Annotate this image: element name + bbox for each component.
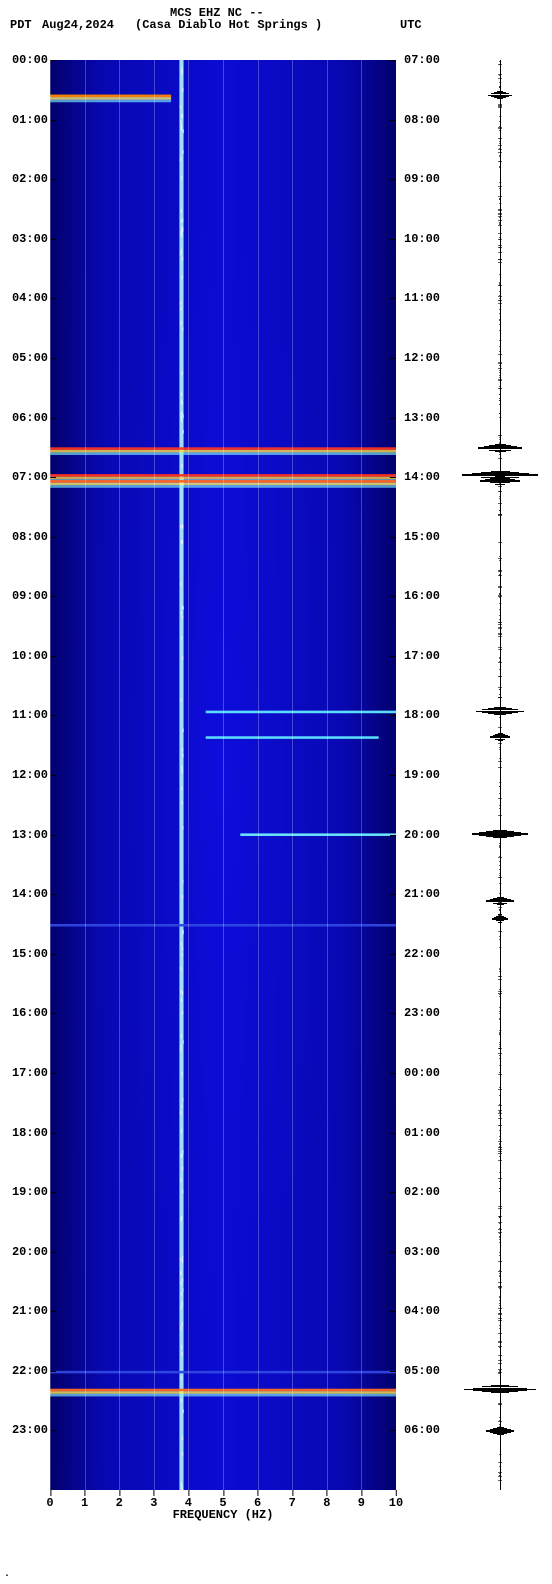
xtick: 8 <box>323 1490 330 1510</box>
x-axis-label: FREQUENCY (HZ) <box>173 1508 274 1522</box>
ytick-left: 20:00 <box>12 1245 50 1259</box>
ytick-left: 05:00 <box>12 351 50 365</box>
gridline-v <box>50 60 51 1490</box>
gridline-v <box>223 60 224 1490</box>
ytick-left: 04:00 <box>12 291 50 305</box>
ytick-right: 08:00 <box>396 113 440 127</box>
ytick-left: 19:00 <box>12 1185 50 1199</box>
ytick-left: 00:00 <box>12 53 50 67</box>
ytick-left: 10:00 <box>12 649 50 663</box>
ytick-left: 06:00 <box>12 411 50 425</box>
ytick-left: 02:00 <box>12 172 50 186</box>
gridline-v <box>292 60 293 1490</box>
ytick-right: 23:00 <box>396 1006 440 1020</box>
ytick-left: 21:00 <box>12 1304 50 1318</box>
date-label: Aug24,2024 <box>42 18 114 32</box>
ytick-left: 22:00 <box>12 1364 50 1378</box>
ytick-left: 16:00 <box>12 1006 50 1020</box>
ytick-right: 02:00 <box>396 1185 440 1199</box>
ytick-left: 08:00 <box>12 530 50 544</box>
ytick-right: 11:00 <box>396 291 440 305</box>
ytick-right: 05:00 <box>396 1364 440 1378</box>
ytick-right: 07:00 <box>396 53 440 67</box>
gridline-v <box>154 60 155 1490</box>
ytick-right: 17:00 <box>396 649 440 663</box>
ytick-left: 18:00 <box>12 1126 50 1140</box>
xtick: 4 <box>185 1490 192 1510</box>
ytick-right: 03:00 <box>396 1245 440 1259</box>
ytick-right: 01:00 <box>396 1126 440 1140</box>
gridline-v <box>361 60 362 1490</box>
xtick: 1 <box>81 1490 88 1510</box>
corner-mark: . <box>4 1569 10 1580</box>
location-label: (Casa Diablo Hot Springs ) <box>135 18 322 32</box>
xtick: 2 <box>116 1490 123 1510</box>
ytick-left: 03:00 <box>12 232 50 246</box>
xtick: 3 <box>150 1490 157 1510</box>
xtick: 9 <box>358 1490 365 1510</box>
ytick-right: 10:00 <box>396 232 440 246</box>
ytick-left: 12:00 <box>12 768 50 782</box>
gridline-v <box>258 60 259 1490</box>
xtick: 5 <box>219 1490 226 1510</box>
tz-left-label: PDT <box>10 18 32 32</box>
spectrogram-plot: 00:0001:0002:0003:0004:0005:0006:0007:00… <box>50 60 396 1490</box>
xtick: 0 <box>46 1490 53 1510</box>
ytick-left: 13:00 <box>12 828 50 842</box>
gridline-v <box>188 60 189 1490</box>
ytick-right: 22:00 <box>396 947 440 961</box>
ytick-right: 14:00 <box>396 470 440 484</box>
ytick-right: 19:00 <box>396 768 440 782</box>
xtick: 10 <box>389 1490 403 1510</box>
ytick-right: 09:00 <box>396 172 440 186</box>
ytick-left: 07:00 <box>12 470 50 484</box>
xtick: 6 <box>254 1490 261 1510</box>
ytick-left: 11:00 <box>12 708 50 722</box>
gridline-v <box>119 60 120 1490</box>
tz-right-label: UTC <box>400 18 422 32</box>
ytick-right: 13:00 <box>396 411 440 425</box>
ytick-left: 17:00 <box>12 1066 50 1080</box>
ytick-right: 04:00 <box>396 1304 440 1318</box>
ytick-right: 15:00 <box>396 530 440 544</box>
ytick-left: 01:00 <box>12 113 50 127</box>
ytick-left: 09:00 <box>12 589 50 603</box>
xtick: 7 <box>289 1490 296 1510</box>
gridline-v <box>85 60 86 1490</box>
gridline-v <box>396 60 397 1490</box>
amplitude-strip <box>460 60 540 1490</box>
ytick-right: 00:00 <box>396 1066 440 1080</box>
gridline-v <box>327 60 328 1490</box>
ytick-right: 16:00 <box>396 589 440 603</box>
ytick-right: 20:00 <box>396 828 440 842</box>
ytick-right: 06:00 <box>396 1423 440 1437</box>
ytick-right: 12:00 <box>396 351 440 365</box>
ytick-right: 18:00 <box>396 708 440 722</box>
ytick-right: 21:00 <box>396 887 440 901</box>
ytick-left: 14:00 <box>12 887 50 901</box>
ytick-left: 23:00 <box>12 1423 50 1437</box>
ytick-left: 15:00 <box>12 947 50 961</box>
